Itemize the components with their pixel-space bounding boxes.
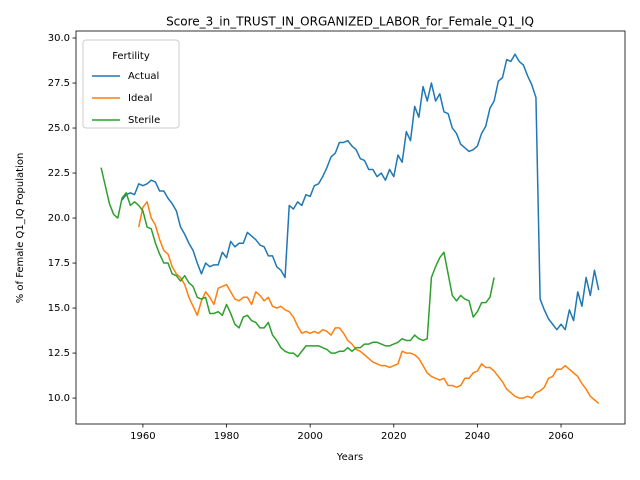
x-tick-label: 2020 [381, 431, 406, 442]
x-tick-label: 1980 [214, 431, 239, 442]
plot-frame [75, 30, 626, 425]
y-axis-label: % of Female Q1_IQ Population [15, 153, 26, 304]
y-tick-label: 17.5 [48, 258, 70, 269]
x-tick-label: 1960 [130, 431, 155, 442]
y-tick-label: 27.5 [48, 78, 70, 89]
series-line [100, 167, 495, 358]
legend-title: Fertility [112, 51, 150, 62]
y-tick-label: 10.0 [48, 393, 70, 404]
x-tick-label: 2040 [465, 431, 490, 442]
x-tick-label: 2060 [548, 431, 573, 442]
series-line [137, 201, 600, 405]
y-tick-label: 30.0 [48, 33, 70, 44]
legend-box [82, 39, 180, 129]
chart-title: Score_3_in_TRUST_IN_ORGANIZED_LABOR_for_… [166, 15, 534, 29]
legend-label: Actual [128, 71, 159, 82]
legend-label: Sterile [128, 115, 160, 126]
x-tick-label: 2000 [297, 431, 322, 442]
legend-label: Ideal [128, 93, 152, 104]
y-tick-label: 22.5 [48, 168, 70, 179]
y-tick-label: 20.0 [48, 213, 70, 224]
x-axis-label: Years [336, 452, 363, 463]
y-tick-label: 25.0 [48, 123, 70, 134]
y-tick-label: 15.0 [48, 303, 70, 314]
y-tick-label: 12.5 [48, 348, 70, 359]
series-line [121, 53, 600, 331]
